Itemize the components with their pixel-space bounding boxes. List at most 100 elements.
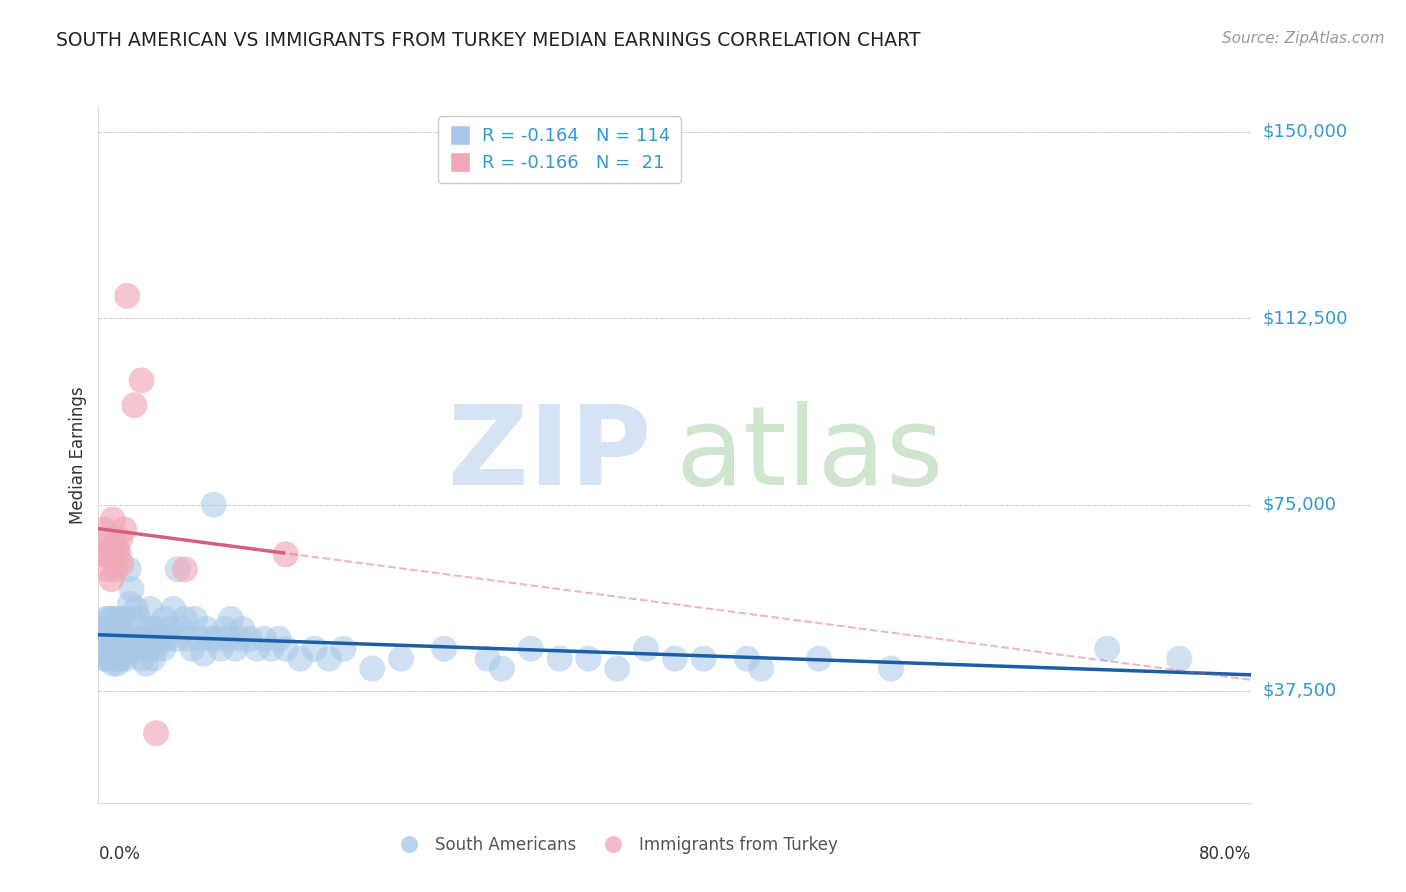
- Point: [97, 641, 120, 656]
- Point: [148, 622, 170, 636]
- Point: [134, 632, 156, 646]
- Point: [112, 647, 135, 661]
- Point: [100, 572, 122, 586]
- Point: [128, 612, 150, 626]
- Point: [108, 637, 131, 651]
- Legend: South Americans, Immigrants from Turkey: South Americans, Immigrants from Turkey: [389, 830, 845, 861]
- Point: [107, 547, 129, 561]
- Point: [107, 612, 129, 626]
- Point: [101, 512, 124, 526]
- Point: [136, 641, 159, 656]
- Point: [93, 523, 115, 537]
- Point: [118, 562, 141, 576]
- Point: [751, 662, 773, 676]
- Text: atlas: atlas: [675, 401, 943, 508]
- Point: [111, 612, 134, 626]
- Text: $37,500: $37,500: [1263, 682, 1337, 700]
- Point: [578, 651, 600, 665]
- Point: [120, 597, 142, 611]
- Point: [195, 622, 218, 636]
- Text: $112,500: $112,500: [1263, 310, 1348, 327]
- Point: [228, 632, 250, 646]
- Point: [188, 632, 211, 646]
- Point: [217, 632, 239, 646]
- Point: [129, 632, 152, 646]
- Point: [200, 632, 222, 646]
- Point: [96, 622, 118, 636]
- Point: [98, 547, 121, 561]
- Point: [131, 651, 153, 665]
- Point: [121, 582, 143, 596]
- Point: [97, 533, 120, 547]
- Point: [389, 651, 412, 665]
- Point: [96, 647, 118, 661]
- Point: [98, 622, 121, 636]
- Point: [124, 632, 146, 646]
- Point: [361, 662, 384, 676]
- Point: [304, 641, 326, 656]
- Point: [174, 612, 197, 626]
- Point: [150, 632, 173, 646]
- Point: [214, 622, 236, 636]
- Point: [100, 641, 122, 656]
- Point: [112, 637, 135, 651]
- Point: [114, 632, 136, 646]
- Point: [110, 651, 132, 665]
- Point: [162, 602, 184, 616]
- Point: [735, 651, 758, 665]
- Point: [94, 632, 117, 646]
- Point: [135, 657, 157, 671]
- Point: [124, 398, 146, 412]
- Text: Source: ZipAtlas.com: Source: ZipAtlas.com: [1222, 31, 1385, 46]
- Point: [231, 622, 254, 636]
- Point: [127, 641, 149, 656]
- Point: [139, 602, 162, 616]
- Point: [239, 632, 262, 646]
- Point: [219, 612, 242, 626]
- Point: [105, 627, 128, 641]
- Point: [253, 632, 276, 646]
- Text: SOUTH AMERICAN VS IMMIGRANTS FROM TURKEY MEDIAN EARNINGS CORRELATION CHART: SOUTH AMERICAN VS IMMIGRANTS FROM TURKEY…: [56, 31, 921, 50]
- Point: [174, 562, 197, 576]
- Point: [246, 641, 269, 656]
- Point: [170, 622, 193, 636]
- Point: [93, 651, 115, 665]
- Point: [177, 632, 200, 646]
- Text: $75,000: $75,000: [1263, 496, 1337, 514]
- Point: [202, 498, 225, 512]
- Point: [96, 562, 118, 576]
- Point: [105, 637, 128, 651]
- Point: [98, 651, 121, 665]
- Point: [606, 662, 628, 676]
- Point: [165, 632, 187, 646]
- Point: [97, 612, 120, 626]
- Point: [433, 641, 456, 656]
- Point: [693, 651, 716, 665]
- Point: [807, 651, 830, 665]
- Point: [104, 651, 127, 665]
- Point: [142, 651, 165, 665]
- Point: [138, 622, 160, 636]
- Y-axis label: Median Earnings: Median Earnings: [69, 386, 87, 524]
- Point: [117, 641, 138, 656]
- Point: [94, 612, 117, 626]
- Point: [101, 657, 124, 671]
- Point: [105, 542, 128, 557]
- Point: [104, 562, 127, 576]
- Point: [125, 602, 148, 616]
- Point: [664, 651, 686, 665]
- Point: [94, 641, 117, 656]
- Point: [184, 612, 207, 626]
- Point: [1168, 651, 1191, 665]
- Point: [548, 651, 571, 665]
- Point: [91, 637, 114, 651]
- Point: [110, 558, 132, 572]
- Point: [131, 373, 153, 387]
- Point: [94, 547, 117, 561]
- Point: [91, 547, 114, 561]
- Point: [267, 632, 290, 646]
- Point: [274, 641, 297, 656]
- Point: [880, 662, 903, 676]
- Point: [114, 651, 136, 665]
- Point: [108, 647, 131, 661]
